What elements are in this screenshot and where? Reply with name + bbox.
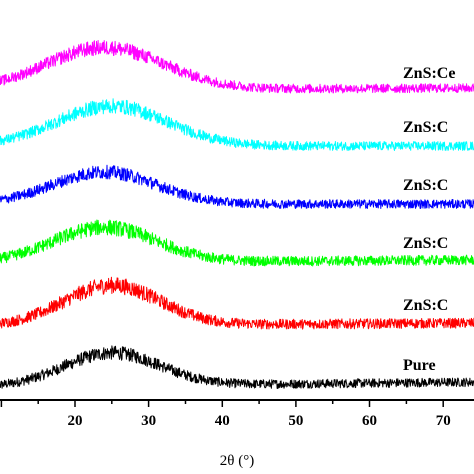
x-axis-title: 2θ (°) [220, 453, 254, 469]
x-axis: 20 30 40 50 60 70 [0, 399, 474, 429]
series-line-1 [0, 345, 474, 389]
series-line-4 [0, 164, 474, 209]
series-label-6: ZnS:Ce [403, 65, 455, 82]
x-tick-label: 40 [215, 413, 230, 429]
series-label-4: ZnS:C [403, 177, 448, 194]
series-label-5: ZnS:C [403, 119, 448, 136]
x-tick-label: 50 [288, 413, 303, 429]
x-tick-label: 20 [68, 413, 83, 429]
series-line-3 [0, 219, 474, 267]
series-label-3: ZnS:C [403, 235, 448, 252]
series-label-2: ZnS:C [403, 297, 448, 314]
series-line-5 [0, 98, 474, 151]
series-label-layer: Pure ZnS:C ZnS:C ZnS:C ZnS:C ZnS:Ce [403, 65, 455, 374]
series-line-2 [0, 276, 474, 330]
x-tick-label: 30 [141, 413, 156, 429]
series-line-6 [0, 40, 474, 94]
series-layer [0, 40, 474, 389]
x-tick-label: 70 [436, 413, 451, 429]
x-tick-label: 60 [362, 413, 377, 429]
series-label-1: Pure [403, 357, 436, 374]
